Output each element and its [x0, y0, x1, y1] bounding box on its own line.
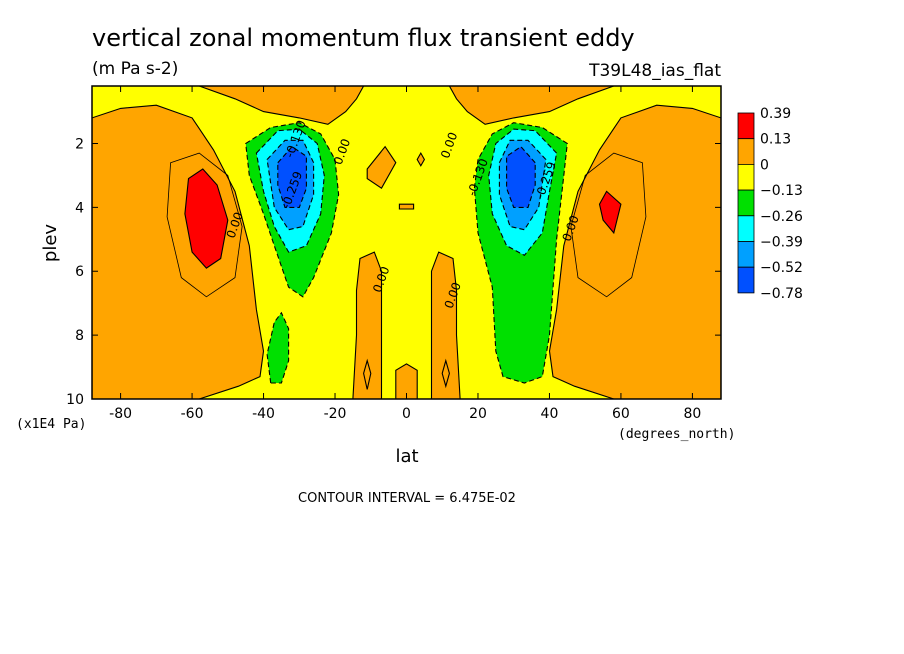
- contour-line-orange-0: [92, 104, 265, 399]
- y-tick-label-4: 10: [66, 392, 84, 408]
- x-tick-label-3: -20: [324, 406, 347, 422]
- contour-line-red-0: [184, 168, 229, 269]
- contour-line-orange-4: [352, 251, 383, 399]
- y-tick-label-2: 6: [75, 264, 84, 280]
- contour-line-orange-5: [430, 251, 461, 399]
- contour-line-orange-7: [366, 145, 397, 189]
- colorbar-label-7: −0.78: [760, 286, 803, 302]
- colorbar-label-6: −0.52: [760, 260, 803, 276]
- y-axis-ticks: 2 4 6 8 10: [66, 136, 721, 408]
- colorbar-label-3: −0.13: [760, 183, 803, 199]
- y-axis-label: plev: [40, 224, 61, 263]
- contour-region-orange-6: [395, 363, 418, 399]
- contour-region-orange-3: [449, 86, 614, 125]
- contour-interval-note: CONTOUR INTERVAL = 6.475E-02: [298, 491, 516, 506]
- contour-line-red-1: [598, 190, 622, 235]
- contour-line-orange-9: [416, 151, 426, 167]
- x-tick-label-8: 80: [683, 406, 701, 422]
- contour-line-orange-8: [398, 203, 415, 210]
- contour-line-blue1-1: [498, 139, 547, 231]
- y-tick-label-3: 8: [75, 328, 84, 344]
- contour-line-layer: [92, 86, 721, 399]
- colorbar-swatch-0: [737, 112, 755, 140]
- x-tick-label-4: 0: [402, 406, 411, 422]
- colorbar-swatch-4: [737, 215, 755, 242]
- colorbar-label-2: 0: [760, 157, 769, 173]
- colorbar-swatch-2: [737, 163, 755, 191]
- x-tick-label-7: 60: [612, 406, 630, 422]
- contour-line-orange-6: [395, 363, 418, 399]
- contour-line-orange-10: [363, 358, 372, 390]
- contour-line-blue2-1: [506, 145, 536, 208]
- colorbar-label-0: 0.39: [760, 106, 791, 122]
- contour-region-orange-4: [352, 252, 382, 399]
- contour-line-orange-2: [199, 86, 365, 125]
- x-tick-label-0: -80: [109, 406, 132, 422]
- colorbar-swatch-1: [737, 138, 755, 165]
- dataset-label: T39L48_ias_flat: [588, 61, 721, 81]
- contour-region-red-0: [184, 169, 228, 269]
- colorbar-label-5: −0.39: [760, 235, 803, 251]
- contour-region-blue2-1: [506, 146, 536, 208]
- colorbar-label-1: 0.13: [760, 132, 791, 148]
- y-tick-label-1: 4: [75, 200, 84, 216]
- y-units-label: (x1E4 Pa): [16, 417, 86, 432]
- colorbar-swatch-5: [737, 241, 755, 268]
- colorbar-label-4: −0.26: [760, 209, 803, 225]
- contour-fill-layer: [92, 86, 721, 399]
- contour-line-green-1: [473, 122, 568, 384]
- x-units-label: (degrees_north): [618, 427, 735, 442]
- contour-line-blue1-0: [266, 139, 315, 231]
- contour-region-orange-2: [199, 86, 364, 125]
- x-axis-label: lat: [395, 446, 418, 467]
- contour-line-cyan-1: [488, 128, 558, 257]
- contour-region-orange-1: [549, 105, 721, 399]
- colorbar-swatch-6: [737, 266, 755, 294]
- contour-line-inner-0: [166, 152, 243, 298]
- contour-line-orange-1: [548, 104, 721, 399]
- contour-line-green-0: [245, 122, 340, 298]
- contour-line-green-2: [266, 311, 290, 384]
- colorbar: 0.39 0.13 0 −0.13 −0.26 −0.39 −0.52 −0.78: [737, 106, 803, 302]
- x-tick-label-5: 20: [469, 406, 487, 422]
- plot-area: [92, 86, 721, 399]
- chart-title: vertical zonal momentum flux transient e…: [92, 24, 635, 52]
- contour-region-orange-0: [92, 105, 264, 399]
- chart-units: (m Pa s-2): [92, 59, 178, 79]
- x-tick-label-6: 40: [541, 406, 559, 422]
- contour-region-blue2-0: [277, 146, 307, 208]
- contour-line-cyan-0: [255, 128, 325, 253]
- x-tick-label-2: -40: [252, 406, 275, 422]
- contour-line-orange-3: [448, 86, 614, 125]
- contour-line-inner-1: [570, 152, 647, 298]
- y-tick-label-0: 2: [75, 136, 84, 152]
- contour-line-blue2-0: [277, 145, 307, 208]
- contour-region-red-1: [599, 191, 621, 233]
- x-tick-label-1: -60: [181, 406, 204, 422]
- contour-region-orange-7: [367, 146, 396, 189]
- contour-region-orange-8: [399, 204, 414, 209]
- contour-region-orange-5: [431, 252, 461, 399]
- x-axis-ticks: -80 -60 -40 -20 0 20 40 60 80: [109, 86, 701, 422]
- contour-region-green-2: [267, 312, 289, 383]
- colorbar-swatch-3: [737, 189, 755, 217]
- contour-line-orange-11: [441, 358, 450, 389]
